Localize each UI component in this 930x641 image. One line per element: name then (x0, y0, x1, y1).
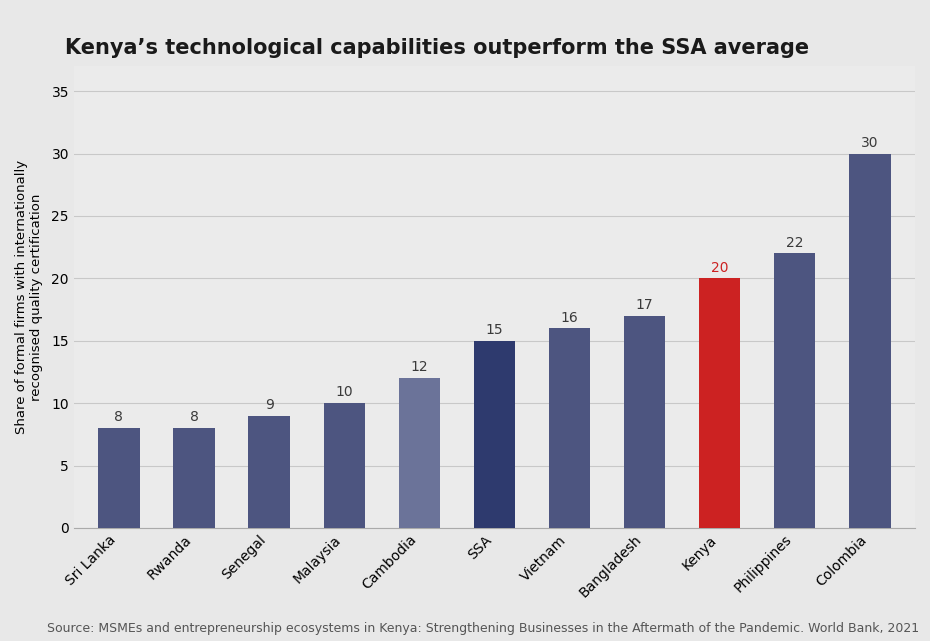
Text: 12: 12 (410, 360, 428, 374)
Bar (324, 403, 365, 528)
Bar (774, 253, 816, 528)
Bar (699, 278, 740, 528)
Bar (473, 341, 515, 528)
Text: 20: 20 (711, 261, 728, 274)
Text: 17: 17 (636, 298, 654, 312)
Bar (849, 154, 891, 528)
Bar (549, 328, 591, 528)
Bar (99, 428, 140, 528)
Bar (248, 415, 290, 528)
Text: 22: 22 (786, 236, 804, 250)
Y-axis label: Share of formal firms with internationally
recognised quality certification: Share of formal firms with international… (15, 160, 43, 434)
Text: 16: 16 (561, 310, 578, 324)
Text: Kenya’s technological capabilities outperform the SSA average: Kenya’s technological capabilities outpe… (65, 38, 809, 58)
Text: 8: 8 (190, 410, 198, 424)
Text: 15: 15 (485, 323, 503, 337)
Text: 10: 10 (336, 385, 353, 399)
Text: 8: 8 (114, 410, 124, 424)
Text: Source: MSMEs and entrepreneurship ecosystems in Kenya: Strengthening Businesses: Source: MSMEs and entrepreneurship ecosy… (46, 622, 919, 635)
Bar (624, 316, 665, 528)
Bar (399, 378, 440, 528)
Text: 30: 30 (861, 136, 879, 150)
Text: 9: 9 (265, 398, 273, 412)
Bar (173, 428, 215, 528)
